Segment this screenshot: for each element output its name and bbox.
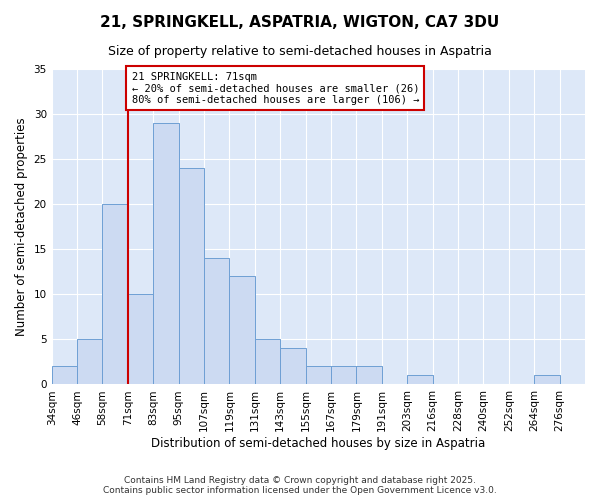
Text: 21, SPRINGKELL, ASPATRIA, WIGTON, CA7 3DU: 21, SPRINGKELL, ASPATRIA, WIGTON, CA7 3D…: [100, 15, 500, 30]
Bar: [305, 366, 331, 384]
Text: Contains HM Land Registry data © Crown copyright and database right 2025.
Contai: Contains HM Land Registry data © Crown c…: [103, 476, 497, 495]
Y-axis label: Number of semi-detached properties: Number of semi-detached properties: [15, 118, 28, 336]
Bar: [255, 340, 280, 384]
Bar: [153, 123, 179, 384]
Bar: [534, 376, 560, 384]
Text: 21 SPRINGKELL: 71sqm
← 20% of semi-detached houses are smaller (26)
80% of semi-: 21 SPRINGKELL: 71sqm ← 20% of semi-detac…: [131, 72, 419, 105]
Bar: [204, 258, 229, 384]
Bar: [229, 276, 255, 384]
Bar: [179, 168, 204, 384]
Bar: [77, 340, 103, 384]
Bar: [52, 366, 77, 384]
Bar: [331, 366, 356, 384]
Text: Size of property relative to semi-detached houses in Aspatria: Size of property relative to semi-detach…: [108, 45, 492, 58]
Bar: [280, 348, 305, 384]
Bar: [103, 204, 128, 384]
Bar: [407, 376, 433, 384]
Bar: [128, 294, 153, 384]
Bar: [356, 366, 382, 384]
X-axis label: Distribution of semi-detached houses by size in Aspatria: Distribution of semi-detached houses by …: [151, 437, 485, 450]
